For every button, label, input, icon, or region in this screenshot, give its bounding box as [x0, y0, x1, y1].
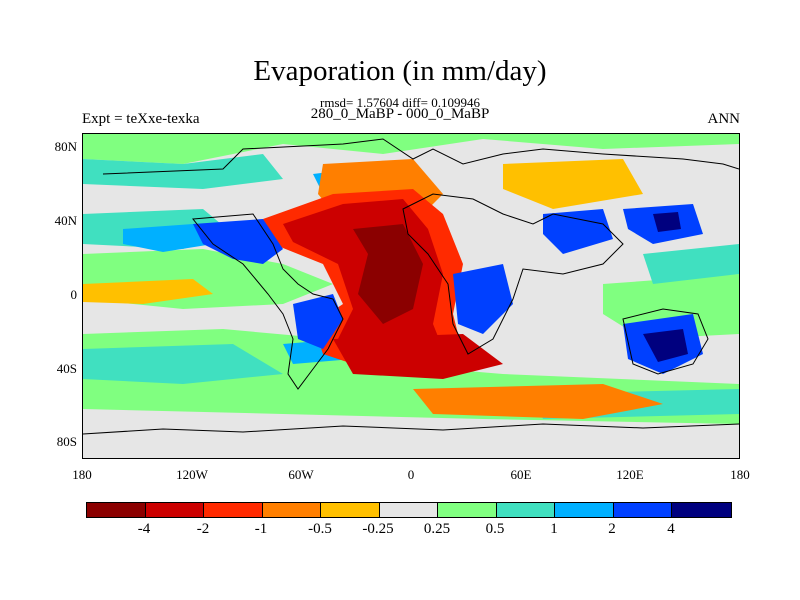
- field-cyan-north: [83, 154, 283, 189]
- lat-tick-label: 80S: [56, 434, 77, 449]
- field-blue-southamerica: [293, 294, 343, 349]
- field-green-north: [83, 134, 739, 164]
- lon-tick-label: 0: [407, 467, 415, 482]
- lon-tick-label: 180: [72, 467, 92, 482]
- field-blue-asia: [543, 209, 613, 254]
- lat-tick-label: 40S: [56, 361, 77, 376]
- colorbar-label: -0.25: [362, 521, 394, 537]
- experiment-label: Expt = teXxe-texka: [82, 111, 200, 127]
- field-deepred-core: [353, 224, 423, 324]
- map-plot: [82, 133, 740, 459]
- field-cyan-south: [83, 344, 283, 384]
- evaporation-field: [83, 134, 739, 435]
- field-lightblue-pacific: [123, 224, 213, 252]
- colorbar-label: -2: [196, 521, 210, 537]
- colorbar-label: 0.5: [485, 521, 505, 537]
- field-yellow-pacific: [83, 279, 213, 304]
- lon-tick-label: 60W: [288, 467, 314, 482]
- colorbar-label: 2: [608, 521, 616, 537]
- field-orange-south: [413, 384, 663, 419]
- colorbar-swatch: [613, 503, 672, 517]
- continent-outline-africa-eurasia: [402, 193, 624, 355]
- colorbar-swatch: [321, 503, 380, 517]
- field-blue-northamerica: [193, 219, 283, 264]
- colorbar-swatch: [145, 503, 204, 517]
- continent-outline-north: [102, 138, 739, 175]
- lat-tick-label: 40N: [54, 213, 77, 228]
- colorbar: [86, 502, 732, 518]
- lon-tick-label: 120W: [176, 467, 208, 482]
- colorbar-swatch: [87, 503, 146, 517]
- field-blue-africa: [453, 264, 513, 334]
- colorbar-label: -0.5: [308, 521, 332, 537]
- lat-tick-label: 0: [70, 287, 78, 302]
- lon-tick-label: 120E: [616, 467, 644, 482]
- lat-tick-label: 80N: [54, 139, 77, 154]
- stats-line: rmsd= 1.57604 diff= 0.109946: [320, 95, 480, 110]
- lon-tick-label: 180: [730, 467, 750, 482]
- colorbar-label: 4: [667, 521, 675, 537]
- colorbar-swatch: [496, 503, 555, 517]
- field-red-south: [333, 334, 503, 379]
- colorbar-label: 1: [550, 521, 558, 537]
- colorbar-swatch: [672, 503, 731, 517]
- colorbar-swatch: [204, 503, 263, 517]
- continent-outline-australia: [622, 308, 709, 375]
- colorbar-label: 0.25: [423, 521, 451, 537]
- lon-tick-label: 60E: [510, 467, 532, 482]
- continent-outline-americas: [192, 213, 344, 390]
- field-navy-australia: [643, 329, 688, 362]
- colorbar-swatch: [262, 503, 321, 517]
- colorbar-swatch: [555, 503, 614, 517]
- colorbar-label: -4: [137, 521, 151, 537]
- continent-outline-antarctica: [83, 423, 739, 435]
- colorbar-swatch: [379, 503, 438, 517]
- field-cyan-east: [643, 244, 739, 284]
- season-label: ANN: [707, 111, 741, 127]
- plot-title: Evaporation (in mm/day): [253, 55, 547, 87]
- field-navy-eastasia: [653, 212, 681, 232]
- colorbar-label: -1: [254, 521, 268, 537]
- case-line: 280_0_MaBP - 000_0_MaBP: [310, 106, 490, 122]
- colorbar-swatch: [438, 503, 497, 517]
- field-yellow-asia: [503, 159, 643, 209]
